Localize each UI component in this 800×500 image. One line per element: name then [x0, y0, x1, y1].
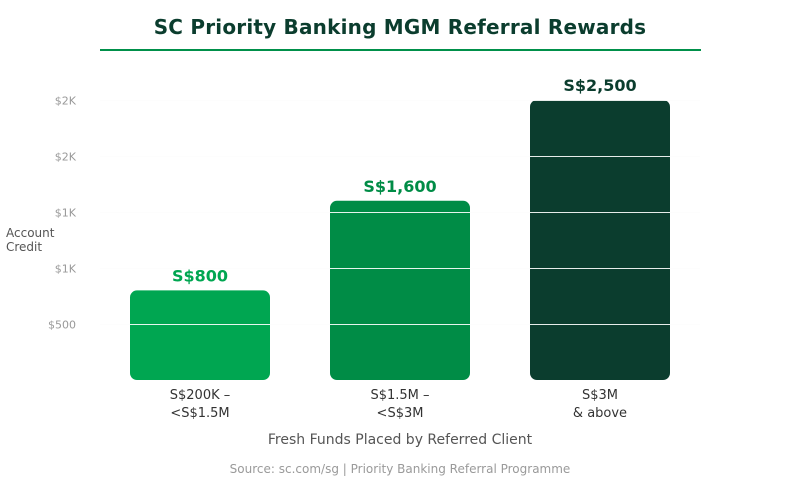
source-note: Source: sc.com/sg | Priority Banking Ref…: [229, 462, 571, 476]
chart-title: SC Priority Banking MGM Referral Rewards: [153, 15, 647, 39]
bar: [330, 200, 470, 380]
gridlines-over-bars: [100, 100, 700, 325]
y-tick-labels: $500 $1K $1K $2K $2K: [48, 95, 77, 332]
title-underline: [100, 49, 701, 51]
y-axis-title: Credit: [6, 240, 42, 254]
x-tick-labels: S$200K – <S$1.5M S$1.5M – <S$3M S$3M & above: [170, 388, 627, 421]
bars: [130, 100, 670, 380]
x-tick-label: S$3M: [582, 388, 618, 403]
y-tick-label: $1K: [55, 263, 77, 276]
value-labels: S$800 S$1,600 S$2,500: [172, 76, 637, 285]
bar-value-label: S$1,600: [363, 177, 436, 196]
x-tick-label: S$200K –: [170, 388, 231, 403]
bar-value-label: S$800: [172, 266, 228, 285]
bar: [530, 100, 670, 380]
y-tick-label: $500: [48, 319, 76, 332]
x-tick-label: <S$3M: [377, 406, 424, 421]
x-tick-label: & above: [573, 406, 627, 421]
y-tick-label: $2K: [55, 95, 77, 108]
y-tick-label: $2K: [55, 151, 77, 164]
bar-value-label: S$2,500: [563, 76, 636, 95]
x-axis-title: Fresh Funds Placed by Referred Client: [268, 432, 533, 448]
bar: [130, 290, 270, 380]
y-tick-label: $1K: [55, 207, 77, 220]
x-tick-label: <S$1.5M: [170, 406, 229, 421]
axis-titles: Fresh Funds Placed by Referred Client Acc…: [6, 226, 533, 448]
x-tick-label: S$1.5M –: [370, 388, 429, 403]
y-axis-title: Account: [6, 226, 55, 240]
